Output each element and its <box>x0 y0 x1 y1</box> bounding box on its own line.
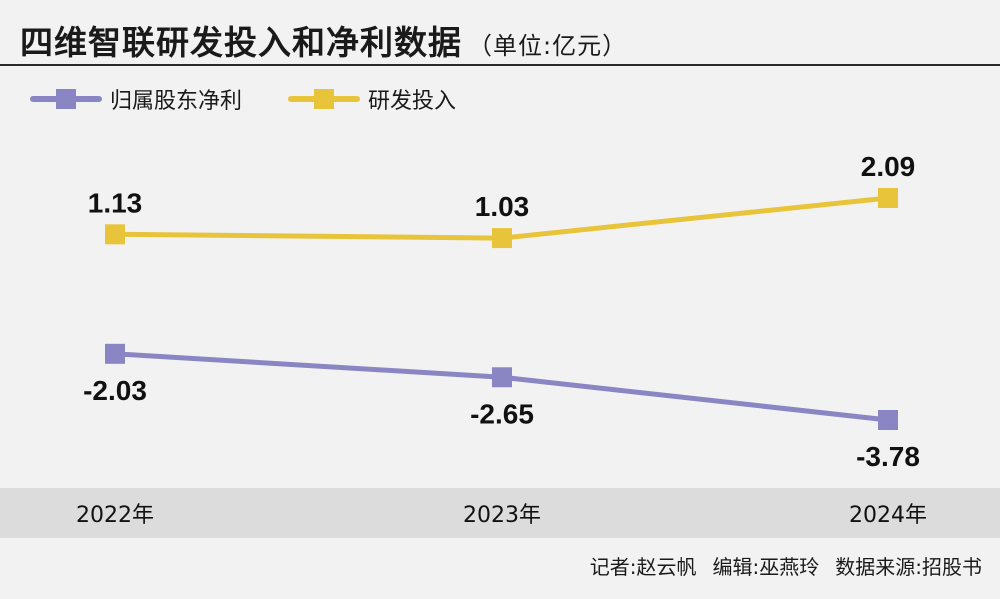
footer-reporter: 记者:赵云帆 <box>589 555 697 579</box>
x-tick-label-0: 2022年 <box>76 503 154 528</box>
data-marker-0-0 <box>105 343 125 364</box>
legend-marker-rd <box>314 89 335 109</box>
x-tick-label-1: 2023年 <box>463 503 541 528</box>
data-label-0-0: -2.03 <box>83 375 147 406</box>
data-label-0-2: -3.78 <box>856 441 920 472</box>
data-label-1-2: 2.09 <box>861 151 916 182</box>
data-marker-0-2 <box>878 410 898 430</box>
x-axis-band <box>0 488 1000 538</box>
chart-title-text: 四维智联研发投入和净利数据 <box>20 23 462 62</box>
legend-swatch-net-profit <box>30 88 102 110</box>
data-marker-1-2 <box>878 188 898 208</box>
data-marker-0-1 <box>492 367 512 388</box>
x-tick-label-2: 2024年 <box>849 503 927 528</box>
footer-editor: 编辑:巫燕玲 <box>712 555 820 579</box>
data-marker-1-0 <box>105 224 125 245</box>
data-marker-1-1 <box>492 228 512 249</box>
data-label-0-1: -2.65 <box>470 398 534 429</box>
legend-marker-net-profit <box>56 89 76 109</box>
data-label-1-0: 1.13 <box>88 187 143 218</box>
legend-item-rd: 研发投入 <box>288 83 456 115</box>
chart-title: 四维智联研发投入和净利数据 （单位:亿元） <box>20 16 627 64</box>
chart-unit: （单位:亿元） <box>468 32 628 60</box>
footer-source: 数据来源:招股书 <box>835 555 982 579</box>
legend-label-rd: 研发投入 <box>368 89 457 114</box>
title-row: 四维智联研发投入和净利数据 （单位:亿元） <box>0 0 1000 64</box>
legend-item-net-profit: 归属股东净利 <box>30 83 242 115</box>
title-divider <box>0 64 1000 66</box>
legend-swatch-rd <box>288 88 361 110</box>
footer-credits: 记者:赵云帆 编辑:巫燕玲 数据来源:招股书 <box>574 551 982 580</box>
legend: 归属股东净利 研发投入 <box>30 84 502 114</box>
legend-label-net-profit: 归属股东净利 <box>110 89 243 114</box>
data-label-1-1: 1.03 <box>475 191 530 222</box>
